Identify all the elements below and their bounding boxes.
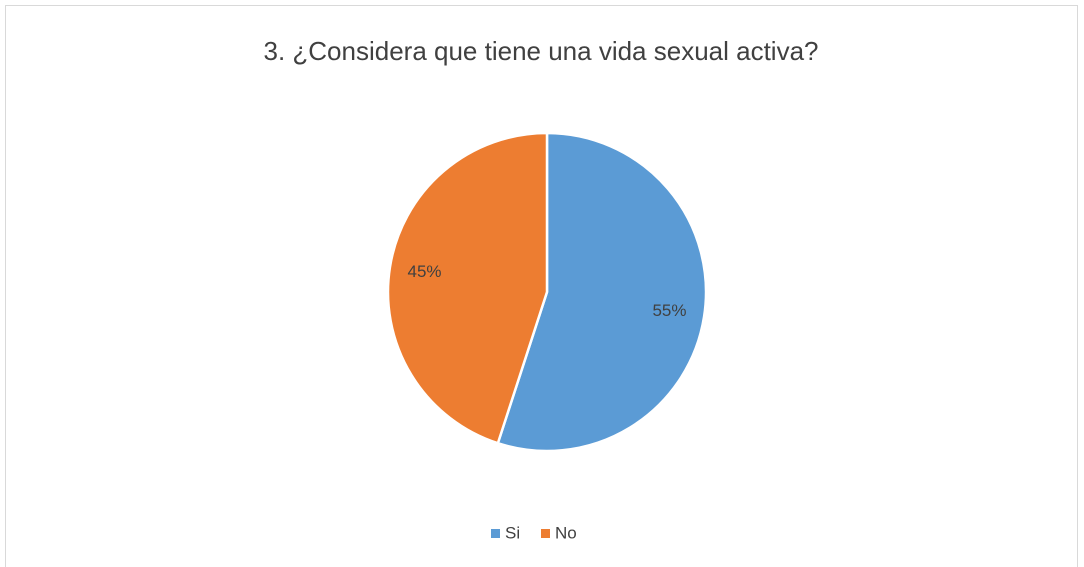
legend-swatch [491,529,500,538]
legend-label: No [555,523,577,542]
pie-slice [496,131,708,453]
legend-label: Si [505,523,520,542]
data-label: 55% [652,301,686,320]
data-label: 45% [407,262,441,281]
legend-swatch [541,529,550,538]
chart-title: 3. ¿Considera que tiene una vida sexual … [263,36,818,66]
pie-slice [386,131,549,445]
